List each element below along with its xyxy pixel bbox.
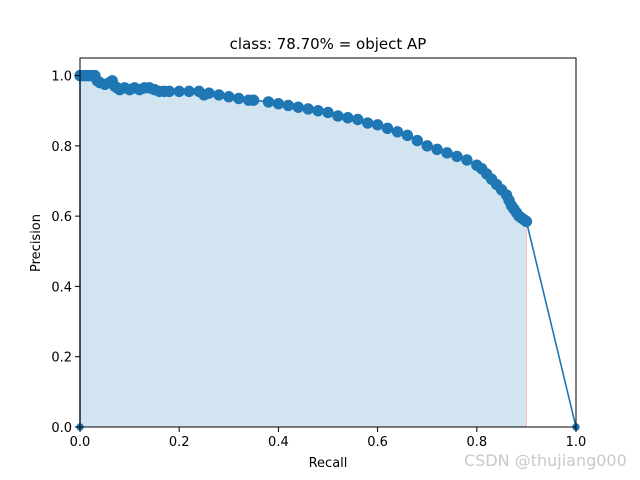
y-tick-label: 0.4 bbox=[51, 280, 72, 295]
area-fill bbox=[80, 75, 527, 428]
data-point bbox=[203, 87, 215, 99]
data-point bbox=[431, 143, 443, 156]
data-point bbox=[441, 147, 453, 159]
y-tick-label: 0.0 bbox=[51, 421, 72, 436]
data-point bbox=[411, 134, 423, 147]
y-axis-ticks: 0.0 0.2 0.4 0.6 0.8 1.0 bbox=[51, 70, 80, 436]
data-point bbox=[332, 110, 344, 122]
data-point bbox=[173, 85, 185, 98]
data-point bbox=[342, 112, 354, 124]
data-point bbox=[223, 90, 235, 103]
x-tick-label: 0.2 bbox=[169, 435, 190, 450]
data-point bbox=[262, 96, 275, 108]
x-tick-label: 0.0 bbox=[70, 435, 91, 450]
data-point bbox=[233, 92, 245, 105]
data-point bbox=[421, 140, 433, 152]
data-point bbox=[381, 122, 394, 134]
x-axis-ticks: 0.0 0.2 0.4 0.6 0.8 1.0 bbox=[70, 427, 587, 450]
y-tick-label: 1.0 bbox=[51, 70, 72, 85]
data-point bbox=[371, 119, 384, 131]
data-point bbox=[322, 106, 334, 119]
data-point bbox=[451, 150, 463, 163]
watermark: CSDN @thujiang000 bbox=[464, 451, 627, 470]
x-tick-label: 0.6 bbox=[367, 435, 388, 450]
data-point bbox=[213, 89, 225, 101]
data-point bbox=[302, 103, 314, 115]
y-axis-label: Precision bbox=[29, 214, 44, 272]
data-point bbox=[461, 154, 473, 166]
area-fill-layer bbox=[80, 75, 527, 428]
x-tick-label: 0.8 bbox=[466, 435, 487, 450]
data-point bbox=[401, 129, 414, 142]
data-point bbox=[272, 97, 285, 110]
data-point bbox=[163, 85, 175, 98]
y-tick-label: 0.8 bbox=[51, 140, 72, 155]
data-point bbox=[361, 117, 374, 129]
chart-title: class: 78.70% = object AP bbox=[230, 35, 427, 53]
marker-layer bbox=[74, 69, 580, 431]
data-point bbox=[282, 99, 295, 112]
data-point bbox=[183, 85, 195, 98]
data-point bbox=[312, 105, 324, 117]
y-tick-label: 0.2 bbox=[51, 351, 72, 366]
y-tick-label: 0.6 bbox=[51, 210, 72, 225]
x-tick-label: 0.4 bbox=[268, 435, 289, 450]
data-point bbox=[520, 215, 533, 228]
x-tick-label: 1.0 bbox=[566, 435, 587, 450]
axes-frame bbox=[79, 57, 577, 428]
data-point bbox=[391, 126, 404, 138]
data-point bbox=[352, 113, 364, 126]
data-point bbox=[292, 101, 304, 113]
data-point bbox=[247, 94, 260, 106]
x-axis-label: Recall bbox=[309, 456, 348, 471]
